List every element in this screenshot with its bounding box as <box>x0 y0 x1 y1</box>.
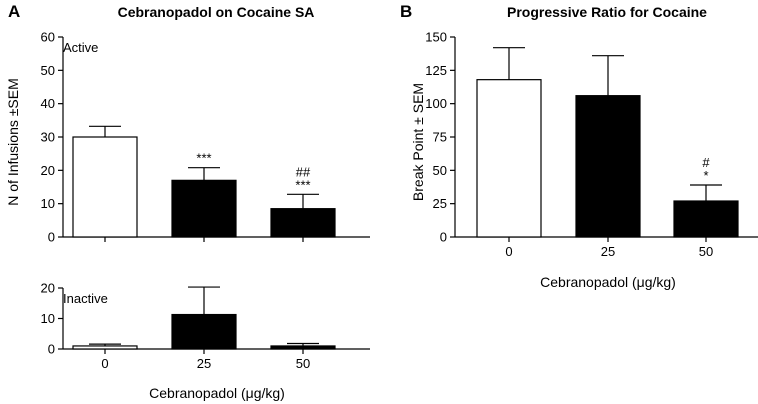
y-axis-label-b: Break Point ± SEM <box>410 83 426 201</box>
significance-marker: * <box>703 168 708 183</box>
significance-marker: *** <box>196 151 211 166</box>
x-tick-label: 50 <box>296 356 310 371</box>
subpanel-label-a-inactive: Inactive <box>63 291 108 306</box>
panel-letter-b: B <box>400 2 412 21</box>
bar-b-50 <box>673 200 739 238</box>
bar-a-inactive-25 <box>171 313 237 350</box>
y-tick-label: 50 <box>433 163 447 178</box>
y-tick-label: 150 <box>425 30 447 45</box>
y-tick-label: 10 <box>41 196 55 211</box>
y-tick-label: 100 <box>425 96 447 111</box>
x-tick-label: 0 <box>101 356 108 371</box>
bar-b-0 <box>476 79 542 238</box>
y-tick-label: 20 <box>41 163 55 178</box>
y-tick-label: 30 <box>41 130 55 145</box>
x-tick-label: 25 <box>601 244 615 259</box>
x-tick-label: 50 <box>699 244 713 259</box>
bar-a-active-25 <box>171 179 237 238</box>
significance-marker: *** <box>295 177 310 192</box>
y-axis-label-a-active: N of Infusions ±SEM <box>5 78 21 206</box>
y-tick-label: 50 <box>41 63 55 78</box>
x-tick-label: 25 <box>197 356 211 371</box>
chart-title-a-active: Cebranopadol on Cocaine SA <box>118 4 315 20</box>
y-tick-label: 0 <box>440 230 447 245</box>
y-tick-label: 20 <box>41 281 55 296</box>
y-tick-label: 0 <box>48 342 55 357</box>
y-tick-label: 40 <box>41 96 55 111</box>
x-axis-label-a-inactive: Cebranopadol (μg/kg) <box>149 385 285 401</box>
y-tick-label: 25 <box>433 196 447 211</box>
y-tick-label: 75 <box>433 130 447 145</box>
bar-a-active-50 <box>270 208 336 238</box>
panel-letter-a: A <box>8 2 20 21</box>
bar-a-active-0 <box>72 136 138 238</box>
y-tick-label: 125 <box>425 63 447 78</box>
y-tick-label: 10 <box>41 311 55 326</box>
subpanel-label-a-active: Active <box>63 40 98 55</box>
x-axis-label-b: Cebranopadol (μg/kg) <box>540 274 676 290</box>
bar-a-inactive-0 <box>72 345 138 350</box>
x-tick-label: 0 <box>505 244 512 259</box>
significance-marker: # <box>702 155 710 170</box>
bar-b-25 <box>575 95 641 238</box>
chart-title-b: Progressive Ratio for Cocaine <box>507 4 707 20</box>
bar-a-inactive-50 <box>270 345 336 350</box>
significance-marker: ## <box>296 164 311 179</box>
y-tick-label: 60 <box>41 30 55 45</box>
y-tick-label: 0 <box>48 230 55 245</box>
